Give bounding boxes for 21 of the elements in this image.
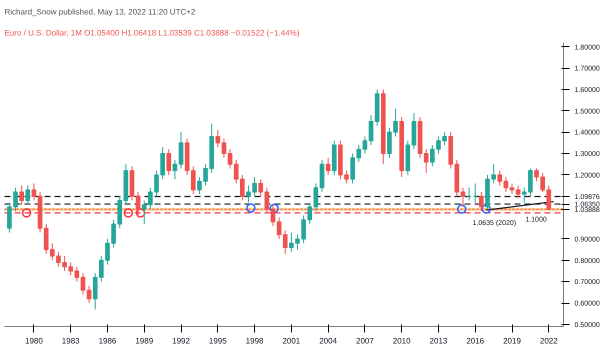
candlestick bbox=[166, 148, 172, 176]
x-tick-label: 1992 bbox=[172, 336, 190, 346]
x-tick-label: 1995 bbox=[208, 336, 228, 346]
candlestick bbox=[326, 157, 330, 176]
candlestick bbox=[19, 185, 24, 206]
x-tick-label: 2019 bbox=[503, 336, 522, 346]
x-tick-label: 2004 bbox=[319, 336, 338, 346]
x-tick-label: 2001 bbox=[282, 336, 301, 346]
x-tick-label: 1983 bbox=[62, 336, 80, 346]
x-tick-label: 1998 bbox=[246, 336, 264, 346]
candlestick bbox=[25, 185, 30, 206]
chart-title: Richard_Snow published, May 13, 2022 11:20 UTC+2 bbox=[4, 8, 196, 16]
x-tick-label: 2010 bbox=[392, 336, 412, 346]
x-tick-label: 1986 bbox=[98, 336, 117, 346]
x-tick-label: 1980 bbox=[25, 336, 44, 346]
x-tick-label: 2016 bbox=[466, 336, 485, 346]
chart-subtitle: Euro / U.S. Dollar, 1M O1.05400 H1.06418 L1.03539 C1.03888 −0.01522 (−1.44%) bbox=[4, 28, 300, 38]
x-tick-label: 1989 bbox=[135, 336, 154, 346]
x-tick-label: 2007 bbox=[356, 336, 374, 346]
x-tick-label: 2013 bbox=[430, 336, 448, 346]
x-tick-label: 2022 bbox=[540, 336, 558, 346]
